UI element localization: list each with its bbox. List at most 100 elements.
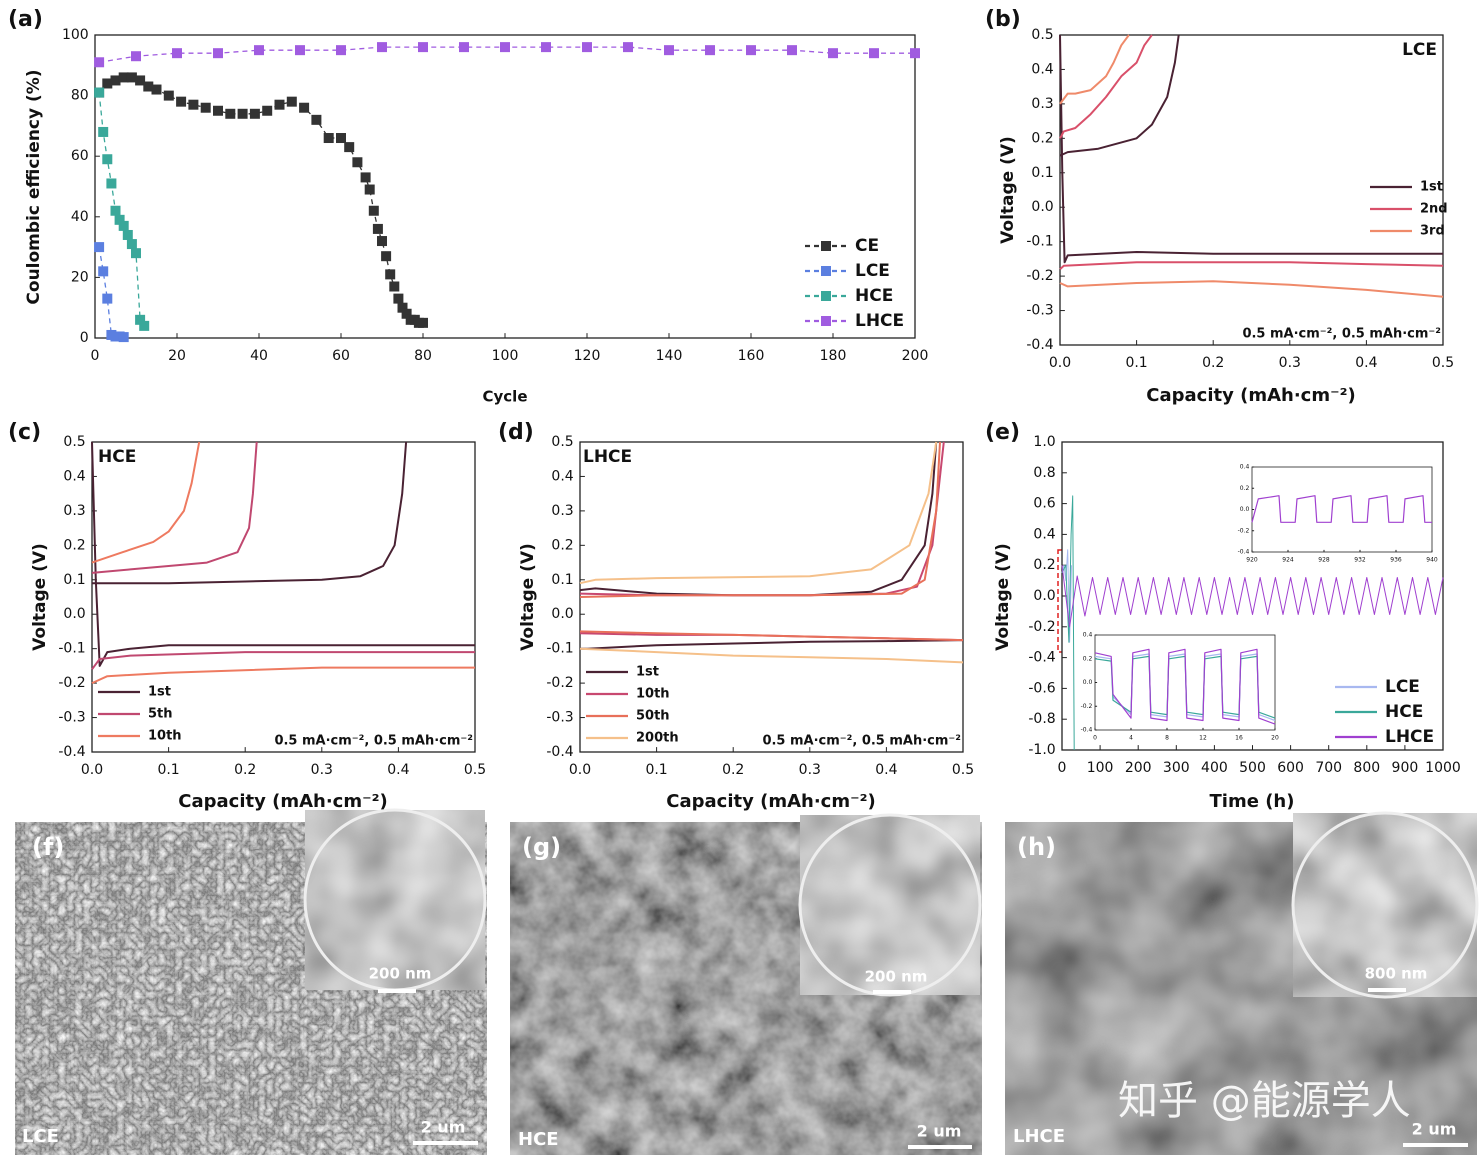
marker <box>135 75 146 86</box>
plot-label: LCE <box>1402 40 1437 60</box>
marker <box>118 72 129 83</box>
y-tick-label: 0.5 <box>551 434 573 450</box>
x-axis-label: Cycle <box>483 388 528 406</box>
series-line <box>91 441 475 685</box>
marker <box>200 102 211 113</box>
x-tick-label: 400 <box>1201 760 1228 776</box>
y-tick-label: -0.4 <box>1081 727 1093 734</box>
legend-label: LCE <box>855 261 890 281</box>
y-tick-label: -0.4 <box>1028 650 1055 666</box>
marker <box>368 205 379 216</box>
legend-label: 2nd <box>1420 202 1448 217</box>
marker <box>787 45 797 56</box>
x-tick-label: 0.1 <box>157 762 179 778</box>
plot-frame <box>1251 466 1433 553</box>
x-tick-label: 120 <box>574 348 601 364</box>
legend-label: 5th <box>148 707 173 722</box>
y-tick-label: 0.2 <box>63 537 85 553</box>
series-line <box>1059 34 1443 264</box>
x-tick-label: 140 <box>656 348 683 364</box>
legend-label: 50th <box>636 709 670 724</box>
y-axis-label: Voltage (V) <box>998 136 1018 244</box>
x-tick-label: 936 <box>1390 556 1402 563</box>
marker <box>98 266 109 277</box>
y-tick-label: -0.4 <box>1026 337 1053 353</box>
y-tick-label: 0.0 <box>1083 679 1093 686</box>
y-tick-label: 0.3 <box>551 503 573 519</box>
x-tick-label: 0 <box>91 348 100 364</box>
panel-label: (e) <box>985 420 1020 445</box>
x-tick-label: 300 <box>1163 760 1190 776</box>
y-tick-label: 0.0 <box>1033 588 1055 604</box>
x-tick-label: 600 <box>1277 760 1304 776</box>
y-tick-label: 0.4 <box>551 468 573 484</box>
x-tick-label: 0.2 <box>722 762 744 778</box>
marker <box>213 48 223 59</box>
image-label: (h) <box>1017 833 1056 861</box>
marker <box>110 75 121 86</box>
y-tick-label: 0 <box>80 330 89 346</box>
legend-label: 1st <box>636 665 659 680</box>
scale-bar-label: 2 um <box>421 1118 466 1137</box>
x-tick-label: 0 <box>1093 734 1097 741</box>
y-axis-label: Voltage (V) <box>518 543 538 651</box>
image-name: LCE <box>22 1126 59 1147</box>
x-tick-label: 0 <box>1058 760 1067 776</box>
marker <box>336 133 346 144</box>
marker <box>122 229 133 240</box>
annotation: 0.5 mA·cm⁻², 0.5 mAh·cm⁻² <box>762 734 961 749</box>
marker <box>500 42 510 53</box>
scale-bar-label: 2 um <box>1412 1120 1457 1139</box>
x-tick-label: 200 <box>1125 760 1152 776</box>
x-tick-label: 12 <box>1199 734 1207 741</box>
x-tick-label: 928 <box>1318 556 1330 563</box>
marker <box>418 42 428 53</box>
plot-frame <box>94 34 916 339</box>
y-tick-label: 0.0 <box>1240 506 1250 513</box>
x-tick-label: 0.4 <box>387 762 409 778</box>
series-line <box>1061 565 1444 628</box>
y-tick-label: 60 <box>71 148 89 164</box>
marker <box>94 87 105 98</box>
marker <box>102 78 113 89</box>
marker <box>176 96 187 107</box>
marker <box>213 105 223 116</box>
y-tick-label: -0.3 <box>546 710 573 726</box>
x-tick-label: 0.5 <box>464 762 486 778</box>
legend-label: 3rd <box>1420 224 1445 239</box>
marker <box>110 205 121 216</box>
series-line <box>1059 34 1444 270</box>
y-tick-label: 0.2 <box>1083 655 1093 662</box>
series-line <box>1094 648 1276 725</box>
x-tick-label: 0.3 <box>1279 355 1301 371</box>
marker <box>623 42 633 53</box>
image-name: LHCE <box>1013 1126 1065 1147</box>
marker <box>94 57 105 68</box>
y-tick-label: 40 <box>71 209 89 225</box>
y-tick-label: -0.2 <box>1028 619 1055 635</box>
y-axis-label: Coulombic efficiency (%) <box>24 69 44 304</box>
marker <box>401 308 412 319</box>
x-tick-label: 100 <box>492 348 519 364</box>
marker <box>582 42 592 53</box>
x-tick-label: 800 <box>1353 760 1380 776</box>
scale-bar-label: 2 um <box>917 1122 962 1141</box>
x-axis-label: Capacity (mAh·cm⁻²) <box>1146 385 1355 406</box>
x-tick-label: 940 <box>1426 556 1438 563</box>
panel-label: (d) <box>498 420 534 445</box>
x-tick-label: 1000 <box>1425 760 1461 776</box>
marker <box>262 105 273 116</box>
image-name: HCE <box>518 1129 559 1150</box>
marker <box>118 332 129 343</box>
inset-border <box>1291 811 1479 999</box>
y-tick-label: 100 <box>62 27 89 43</box>
marker <box>541 42 551 53</box>
inset-scale-label: 200 nm <box>865 968 928 986</box>
x-tick-label: 0.3 <box>799 762 821 778</box>
y-tick-label: 0.1 <box>63 572 85 588</box>
x-tick-label: 100 <box>1087 760 1114 776</box>
x-tick-label: 0.0 <box>569 762 591 778</box>
marker <box>254 45 264 56</box>
x-tick-label: 40 <box>250 348 268 364</box>
legend-label: 10th <box>636 687 670 702</box>
